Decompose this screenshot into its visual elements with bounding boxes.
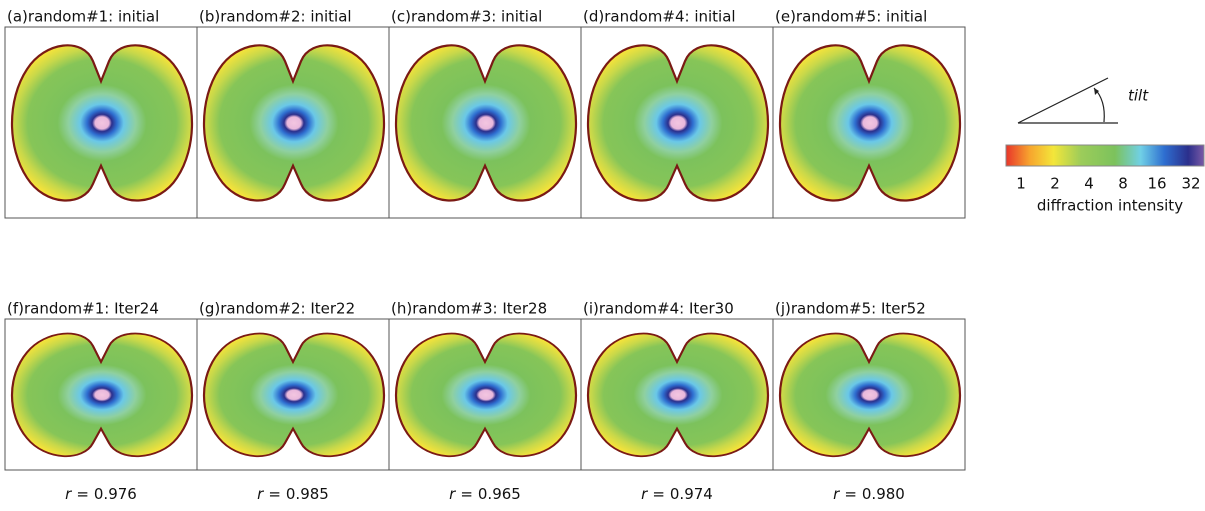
correlation-label: r= 0.980 <box>833 485 905 503</box>
tilt-label: tilt <box>1128 87 1149 105</box>
correlation-label: r= 0.985 <box>257 485 329 503</box>
panel-title: (j)random#5: Iter52 <box>775 300 926 318</box>
correlation-label: r= 0.974 <box>641 485 713 503</box>
correlation-value: 0.980 <box>862 485 905 503</box>
panel-title: (f)random#1: Iter24 <box>7 300 159 318</box>
colorbar-tick-label: 16 <box>1147 175 1166 193</box>
colorbar-tick-label: 32 <box>1181 175 1200 193</box>
correlation-relation: = <box>76 485 89 503</box>
correlation-symbol: r <box>65 485 72 503</box>
correlation-value: 0.974 <box>670 485 713 503</box>
correlation-relation: = <box>652 485 665 503</box>
correlation-value: 0.985 <box>286 485 329 503</box>
colorbar-tick-label: 1 <box>1016 175 1026 193</box>
tilt-ray <box>1018 78 1108 123</box>
correlation-relation: = <box>460 485 473 503</box>
correlation-symbol: r <box>449 485 456 503</box>
correlation-symbol: r <box>257 485 264 503</box>
panel-title: (d)random#4: initial <box>583 8 736 26</box>
correlation-symbol: r <box>833 485 840 503</box>
panel-title: (a)random#1: initial <box>7 8 159 26</box>
colorbar <box>1006 145 1204 166</box>
panel-title: (c)random#3: initial <box>391 8 542 26</box>
colorbar-label: diffraction intensity <box>1037 197 1183 215</box>
tilt-diagram: tilt <box>1018 78 1149 123</box>
colorbar-tick-label: 4 <box>1084 175 1094 193</box>
correlation-value: 0.976 <box>94 485 137 503</box>
correlation-symbol: r <box>641 485 648 503</box>
panel-title: (i)random#4: Iter30 <box>583 300 734 318</box>
panel-title: (g)random#2: Iter22 <box>199 300 355 318</box>
correlation-relation: = <box>844 485 857 503</box>
colorbar-tick-label: 2 <box>1050 175 1060 193</box>
correlation-relation: = <box>268 485 281 503</box>
panel-title: (e)random#5: initial <box>775 8 927 26</box>
panel-title: (b)random#2: initial <box>199 8 352 26</box>
panel-title: (h)random#3: Iter28 <box>391 300 547 318</box>
figure: tilt diffraction intensity (a)random#1: … <box>0 0 1205 507</box>
colorbar-tick-label: 8 <box>1118 175 1128 193</box>
correlation-value: 0.965 <box>478 485 521 503</box>
correlation-label: r= 0.976 <box>65 485 137 503</box>
correlation-label: r= 0.965 <box>449 485 521 503</box>
